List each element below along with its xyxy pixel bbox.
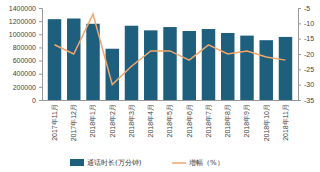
tick-label: -30 <box>304 81 314 88</box>
tick-mark <box>298 8 301 9</box>
tick-mark <box>298 39 301 40</box>
legend-item: 通话时长(万分钟) <box>70 159 142 167</box>
tick-mark <box>39 74 42 75</box>
tick: 2018年6月 <box>186 100 193 137</box>
tick-label: 2018年4月 <box>147 104 154 137</box>
tick: 2018年3月 <box>128 100 135 137</box>
bar <box>86 24 99 100</box>
axis-line <box>39 9 43 101</box>
bar <box>260 40 273 100</box>
bar <box>67 19 80 100</box>
tick: 2018年2月 <box>109 100 116 137</box>
tick-label: 0 <box>32 97 36 104</box>
tick: 800000 <box>13 44 42 51</box>
tick-mark <box>39 100 42 101</box>
tick: 2018年4月 <box>147 100 154 137</box>
tick: 600000 <box>13 57 42 64</box>
legend-swatch <box>70 159 84 166</box>
tick-label: 1400000 <box>9 5 36 12</box>
tick: -25 <box>298 66 314 73</box>
tick-label: 2017年12月 <box>70 104 77 141</box>
tick: 2017年11月 <box>51 100 58 141</box>
bar <box>106 49 119 100</box>
tick-label: -15 <box>304 35 314 42</box>
tick-label: 800000 <box>13 44 36 51</box>
tick-mark <box>298 85 301 86</box>
tick: 2018年8月 <box>224 100 231 137</box>
tick-label: -20 <box>304 51 314 58</box>
tick: 2018年1月 <box>89 100 96 137</box>
tick-label: 600000 <box>13 57 36 64</box>
bar <box>48 19 61 100</box>
axis-line <box>43 100 299 101</box>
tick-label: 400000 <box>13 70 36 77</box>
tick-label: 2018年3月 <box>128 104 135 137</box>
tick-label: -25 <box>304 66 314 73</box>
tick-mark <box>298 23 301 24</box>
tick-label: -10 <box>304 20 314 27</box>
tick: -35 <box>298 97 314 104</box>
marks <box>48 14 292 100</box>
tick-label: -5 <box>304 5 310 12</box>
tick-mark <box>298 54 301 55</box>
tick: -20 <box>298 51 314 58</box>
tick-label: 1200000 <box>9 18 36 25</box>
tick: -30 <box>298 81 314 88</box>
tick-label: 2018年7月 <box>205 104 212 137</box>
bar <box>202 29 215 100</box>
tick-label: 2018年5月 <box>166 104 173 137</box>
axis-line <box>299 9 302 101</box>
tick: 1200000 <box>9 18 42 25</box>
bar <box>183 31 196 100</box>
tick-label: 2018年11月 <box>282 104 289 141</box>
bar <box>163 27 176 100</box>
tick-mark <box>39 61 42 62</box>
legend-item: 增幅（%） <box>172 159 224 167</box>
legend: 通话时长(万分钟) 增幅（%） <box>70 159 224 167</box>
tick: 2018年9月 <box>243 100 250 137</box>
tick: 0 <box>32 97 42 104</box>
tick: -5 <box>298 5 310 12</box>
tick-mark <box>39 21 42 22</box>
tick-label: 2018年1月 <box>89 104 96 137</box>
tick: -15 <box>298 35 314 42</box>
chart: 0 200000 400000 600000 800000 1000000 1200000 1… <box>0 0 320 172</box>
legend-label: 通话时长(万分钟) <box>87 159 142 167</box>
tick: 200000 <box>13 84 42 91</box>
bar <box>221 33 234 100</box>
y2-axis: -35 -30 -25 -20 -15 -10 -5 <box>298 5 314 104</box>
tick-mark <box>39 47 42 48</box>
tick: 2018年11月 <box>282 100 289 141</box>
legend-swatch <box>172 162 186 164</box>
tick-label: 2017年11月 <box>51 104 58 141</box>
tick-mark <box>298 69 301 70</box>
tick-label: 200000 <box>13 84 36 91</box>
bar <box>144 30 157 100</box>
tick-label: 2018年10月 <box>263 104 270 141</box>
tick-mark <box>39 8 42 9</box>
tick: 2018年5月 <box>166 100 173 137</box>
tick: 400000 <box>13 70 42 77</box>
tick: 2017年12月 <box>70 100 77 141</box>
tick-label: 2018年8月 <box>224 104 231 137</box>
tick-mark <box>39 34 42 35</box>
bar <box>240 36 253 100</box>
tick-label: 2018年2月 <box>109 104 116 137</box>
tick-mark <box>39 87 42 88</box>
tick-label: 2018年6月 <box>186 104 193 137</box>
tick: 1000000 <box>9 31 42 38</box>
y-axis: 0 200000 400000 600000 800000 1000000 1200000 1… <box>9 5 43 104</box>
x-axis: 2017年11月 2017年12月 2018年1月 2018年2月 2018年3月 201… <box>43 100 299 141</box>
tick: 1400000 <box>9 5 42 12</box>
tick: 2018年10月 <box>263 100 270 141</box>
tick-label: 1000000 <box>9 31 36 38</box>
plot: 0 200000 400000 600000 800000 1000000 1200000 1… <box>9 5 314 142</box>
tick-label: -35 <box>304 97 314 104</box>
bar <box>279 37 292 100</box>
tick: -10 <box>298 20 314 27</box>
tick-label: 2018年9月 <box>243 104 250 137</box>
legend-label: 增幅（%） <box>188 159 224 167</box>
line <box>55 14 286 85</box>
tick: 2018年7月 <box>205 100 212 137</box>
